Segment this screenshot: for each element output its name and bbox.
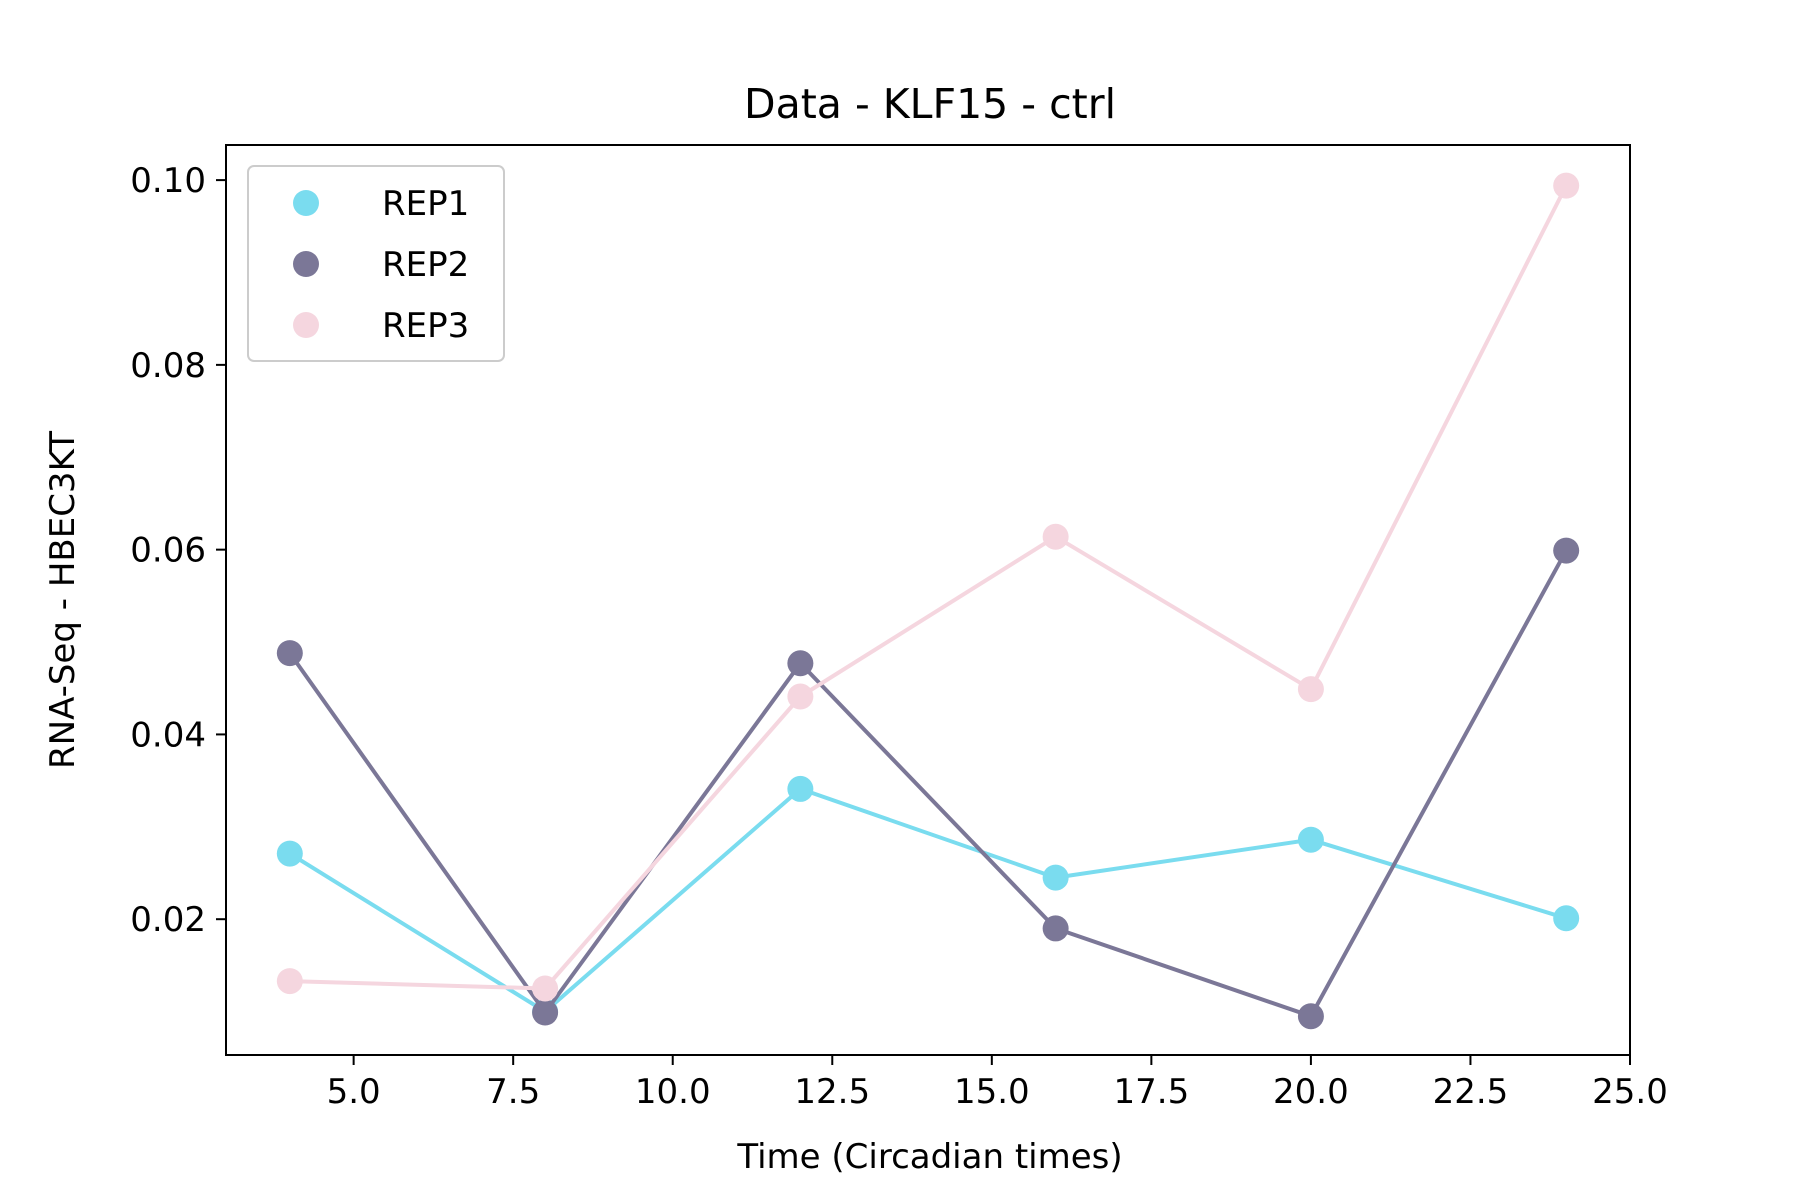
series-line-rep2: [288, 549, 1568, 1019]
x-tick-label: 12.5: [794, 1072, 870, 1112]
legend: REP1 REP2 REP3: [247, 165, 505, 362]
legend-marker: [293, 251, 319, 277]
series-line-rep3: [289, 184, 1568, 991]
x-axis-ticks: 5.0 7.5 10.0 12.5 15.0 17.5 20.0 22.5 25.0: [327, 1055, 1668, 1112]
data-point: [1297, 676, 1324, 703]
y-axis-ticks: 0.02 0.04 0.06 0.08 0.10: [130, 161, 226, 940]
x-tick-label: 15.0: [954, 1072, 1030, 1112]
data-point: [787, 683, 814, 710]
y-tick-label: 0.10: [130, 161, 206, 201]
data-point: [787, 650, 814, 677]
data-point: [276, 968, 303, 995]
data-point: [1553, 172, 1580, 199]
x-tick-label: 17.5: [1114, 1072, 1190, 1112]
chart-title: Data - KLF15 - ctrl: [744, 80, 1116, 128]
x-tick-label: 5.0: [327, 1072, 381, 1112]
data-point: [532, 975, 559, 1002]
legend-marker: [293, 312, 319, 338]
plot-frame: [225, 144, 1631, 1056]
x-tick-label: 10.0: [635, 1072, 711, 1112]
y-tick-label: 0.02: [130, 900, 206, 940]
legend-label: REP3: [382, 306, 469, 346]
y-axis-label: RNA-Seq - HBEC3KT: [43, 431, 83, 769]
data-point: [1042, 915, 1069, 942]
data-point: [276, 640, 303, 667]
x-tick-label: 7.5: [486, 1072, 540, 1112]
legend-label: REP2: [382, 245, 469, 285]
data-point: [1297, 1003, 1324, 1030]
data-point: [1042, 523, 1069, 550]
y-tick-label: 0.08: [130, 346, 206, 386]
data-point: [1553, 537, 1580, 564]
plot-series: [276, 172, 1580, 1030]
x-axis-label: Time (Circadian times): [736, 1137, 1122, 1177]
series-rep3: [276, 172, 1580, 1002]
data-point: [787, 775, 814, 802]
data-point: [1297, 826, 1324, 853]
x-tick-label: 22.5: [1433, 1072, 1509, 1112]
data-point: [276, 840, 303, 867]
data-point: [532, 999, 559, 1026]
legend-label: REP1: [382, 184, 469, 224]
legend-marker: [293, 190, 319, 216]
x-tick-label: 25.0: [1592, 1072, 1668, 1112]
series-rep2: [276, 537, 1580, 1030]
data-point: [1042, 864, 1069, 891]
legend-box: [247, 165, 505, 362]
y-tick-label: 0.04: [130, 715, 206, 755]
y-tick-label: 0.06: [130, 531, 206, 571]
data-point: [1553, 905, 1580, 932]
x-tick-label: 20.0: [1273, 1072, 1349, 1112]
